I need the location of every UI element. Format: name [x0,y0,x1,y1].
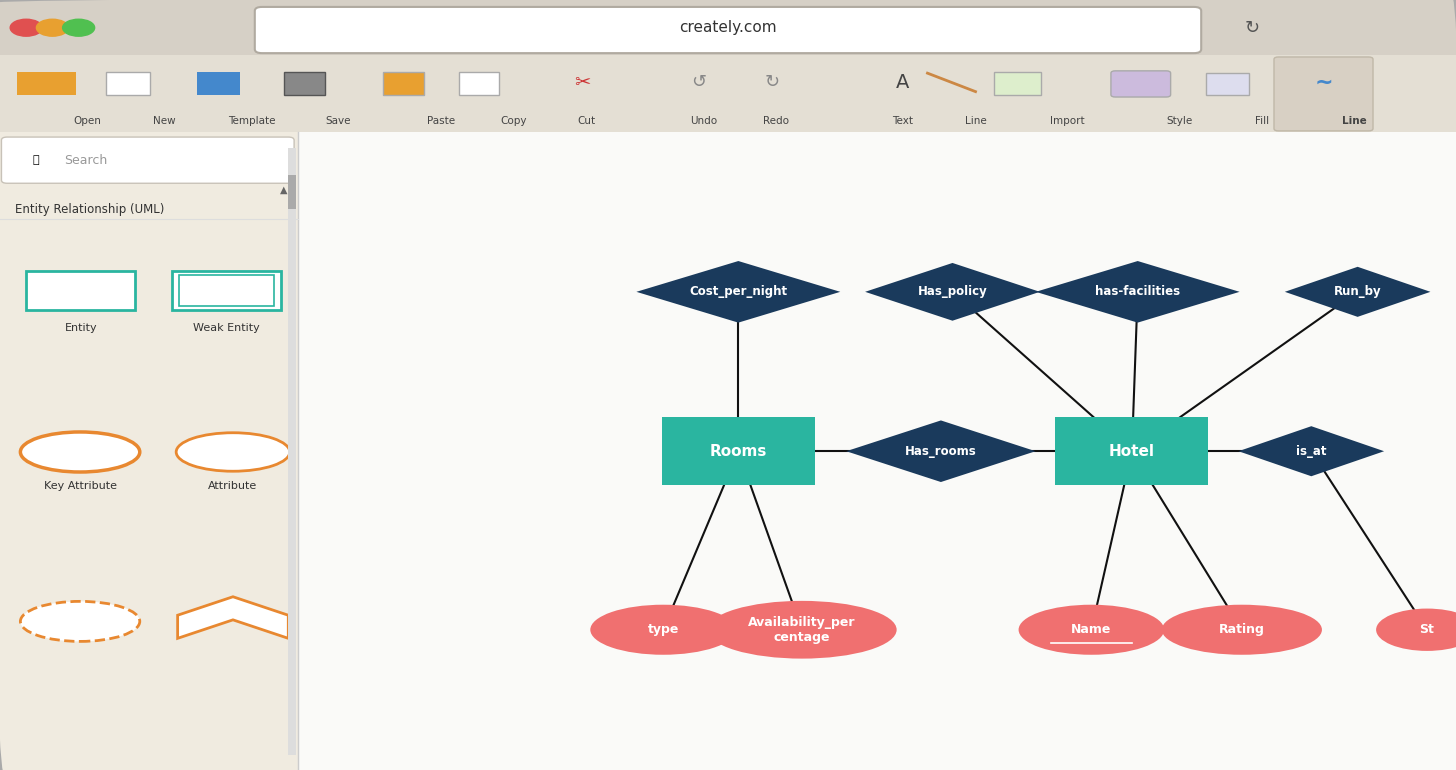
Text: Key Attribute: Key Attribute [44,481,116,491]
Text: New: New [153,116,176,126]
Ellipse shape [708,601,897,658]
Text: Availability_per
centage: Availability_per centage [748,616,856,644]
Text: Entity: Entity [64,323,98,333]
Text: ↺: ↺ [692,73,706,92]
FancyBboxPatch shape [284,72,325,95]
FancyBboxPatch shape [17,72,76,95]
Circle shape [63,19,95,36]
Text: Attribute: Attribute [208,481,258,491]
Text: 🔍: 🔍 [32,156,39,165]
FancyBboxPatch shape [662,417,815,485]
Text: creately.com: creately.com [678,20,778,35]
Text: Name: Name [1072,623,1111,636]
FancyBboxPatch shape [26,271,135,310]
Text: ▲: ▲ [280,185,288,194]
Text: Weak Entity: Weak Entity [194,323,259,333]
FancyBboxPatch shape [994,72,1041,95]
Ellipse shape [20,432,140,472]
Text: Line: Line [1342,116,1366,126]
Text: Rating: Rating [1219,623,1265,636]
Polygon shape [178,597,288,638]
FancyBboxPatch shape [288,175,296,209]
Text: Search: Search [64,154,108,166]
FancyBboxPatch shape [383,72,424,95]
FancyBboxPatch shape [298,132,1456,770]
Text: St: St [1420,623,1434,636]
Text: Entity Relationship (UML): Entity Relationship (UML) [15,203,165,216]
Ellipse shape [176,433,290,471]
Polygon shape [865,263,1040,321]
Text: Line: Line [965,116,986,126]
FancyBboxPatch shape [459,72,499,95]
FancyBboxPatch shape [0,55,1456,132]
Text: ↻: ↻ [764,73,779,92]
FancyBboxPatch shape [179,275,274,306]
Text: ~: ~ [1315,72,1332,92]
FancyBboxPatch shape [1111,71,1171,97]
Text: A: A [895,73,910,92]
Text: Fill: Fill [1255,116,1270,126]
Text: type: type [648,623,678,636]
Text: has-facilities: has-facilities [1095,286,1181,298]
Polygon shape [636,261,840,323]
Text: Redo: Redo [763,116,789,126]
Polygon shape [1284,267,1430,317]
Text: Style: Style [1166,116,1192,126]
Ellipse shape [20,601,140,641]
FancyBboxPatch shape [1,137,294,183]
Polygon shape [1239,427,1385,476]
FancyBboxPatch shape [197,72,240,95]
Text: Run_by: Run_by [1334,286,1382,298]
Text: Undo: Undo [690,116,716,126]
Ellipse shape [1376,608,1456,651]
Text: ↻: ↻ [1245,18,1259,37]
Ellipse shape [1162,604,1322,654]
FancyBboxPatch shape [1206,73,1249,95]
Text: Import: Import [1050,116,1085,126]
FancyBboxPatch shape [172,271,281,310]
Text: Cost_per_night: Cost_per_night [689,286,788,298]
Text: Copy: Copy [501,116,527,126]
FancyBboxPatch shape [288,148,296,755]
Text: Save: Save [325,116,351,126]
Text: Cut: Cut [578,116,596,126]
Text: Rooms: Rooms [709,444,767,459]
FancyBboxPatch shape [1056,417,1208,485]
Circle shape [36,19,68,36]
FancyBboxPatch shape [0,0,1456,55]
Text: Hotel: Hotel [1109,444,1155,459]
Text: Text: Text [893,116,913,126]
Polygon shape [1035,261,1239,323]
FancyBboxPatch shape [1274,57,1373,131]
Text: is_at: is_at [1296,445,1326,457]
Circle shape [10,19,42,36]
FancyBboxPatch shape [255,7,1201,53]
Ellipse shape [590,604,735,654]
Text: Has_policy: Has_policy [917,286,987,298]
Text: Template: Template [229,116,275,126]
FancyBboxPatch shape [106,72,150,95]
Text: Paste: Paste [427,116,456,126]
FancyBboxPatch shape [0,132,298,770]
Text: Open: Open [73,116,102,126]
Ellipse shape [1019,604,1165,654]
Polygon shape [846,420,1035,482]
Text: Has_rooms: Has_rooms [906,445,977,457]
Text: ✂: ✂ [574,73,591,92]
